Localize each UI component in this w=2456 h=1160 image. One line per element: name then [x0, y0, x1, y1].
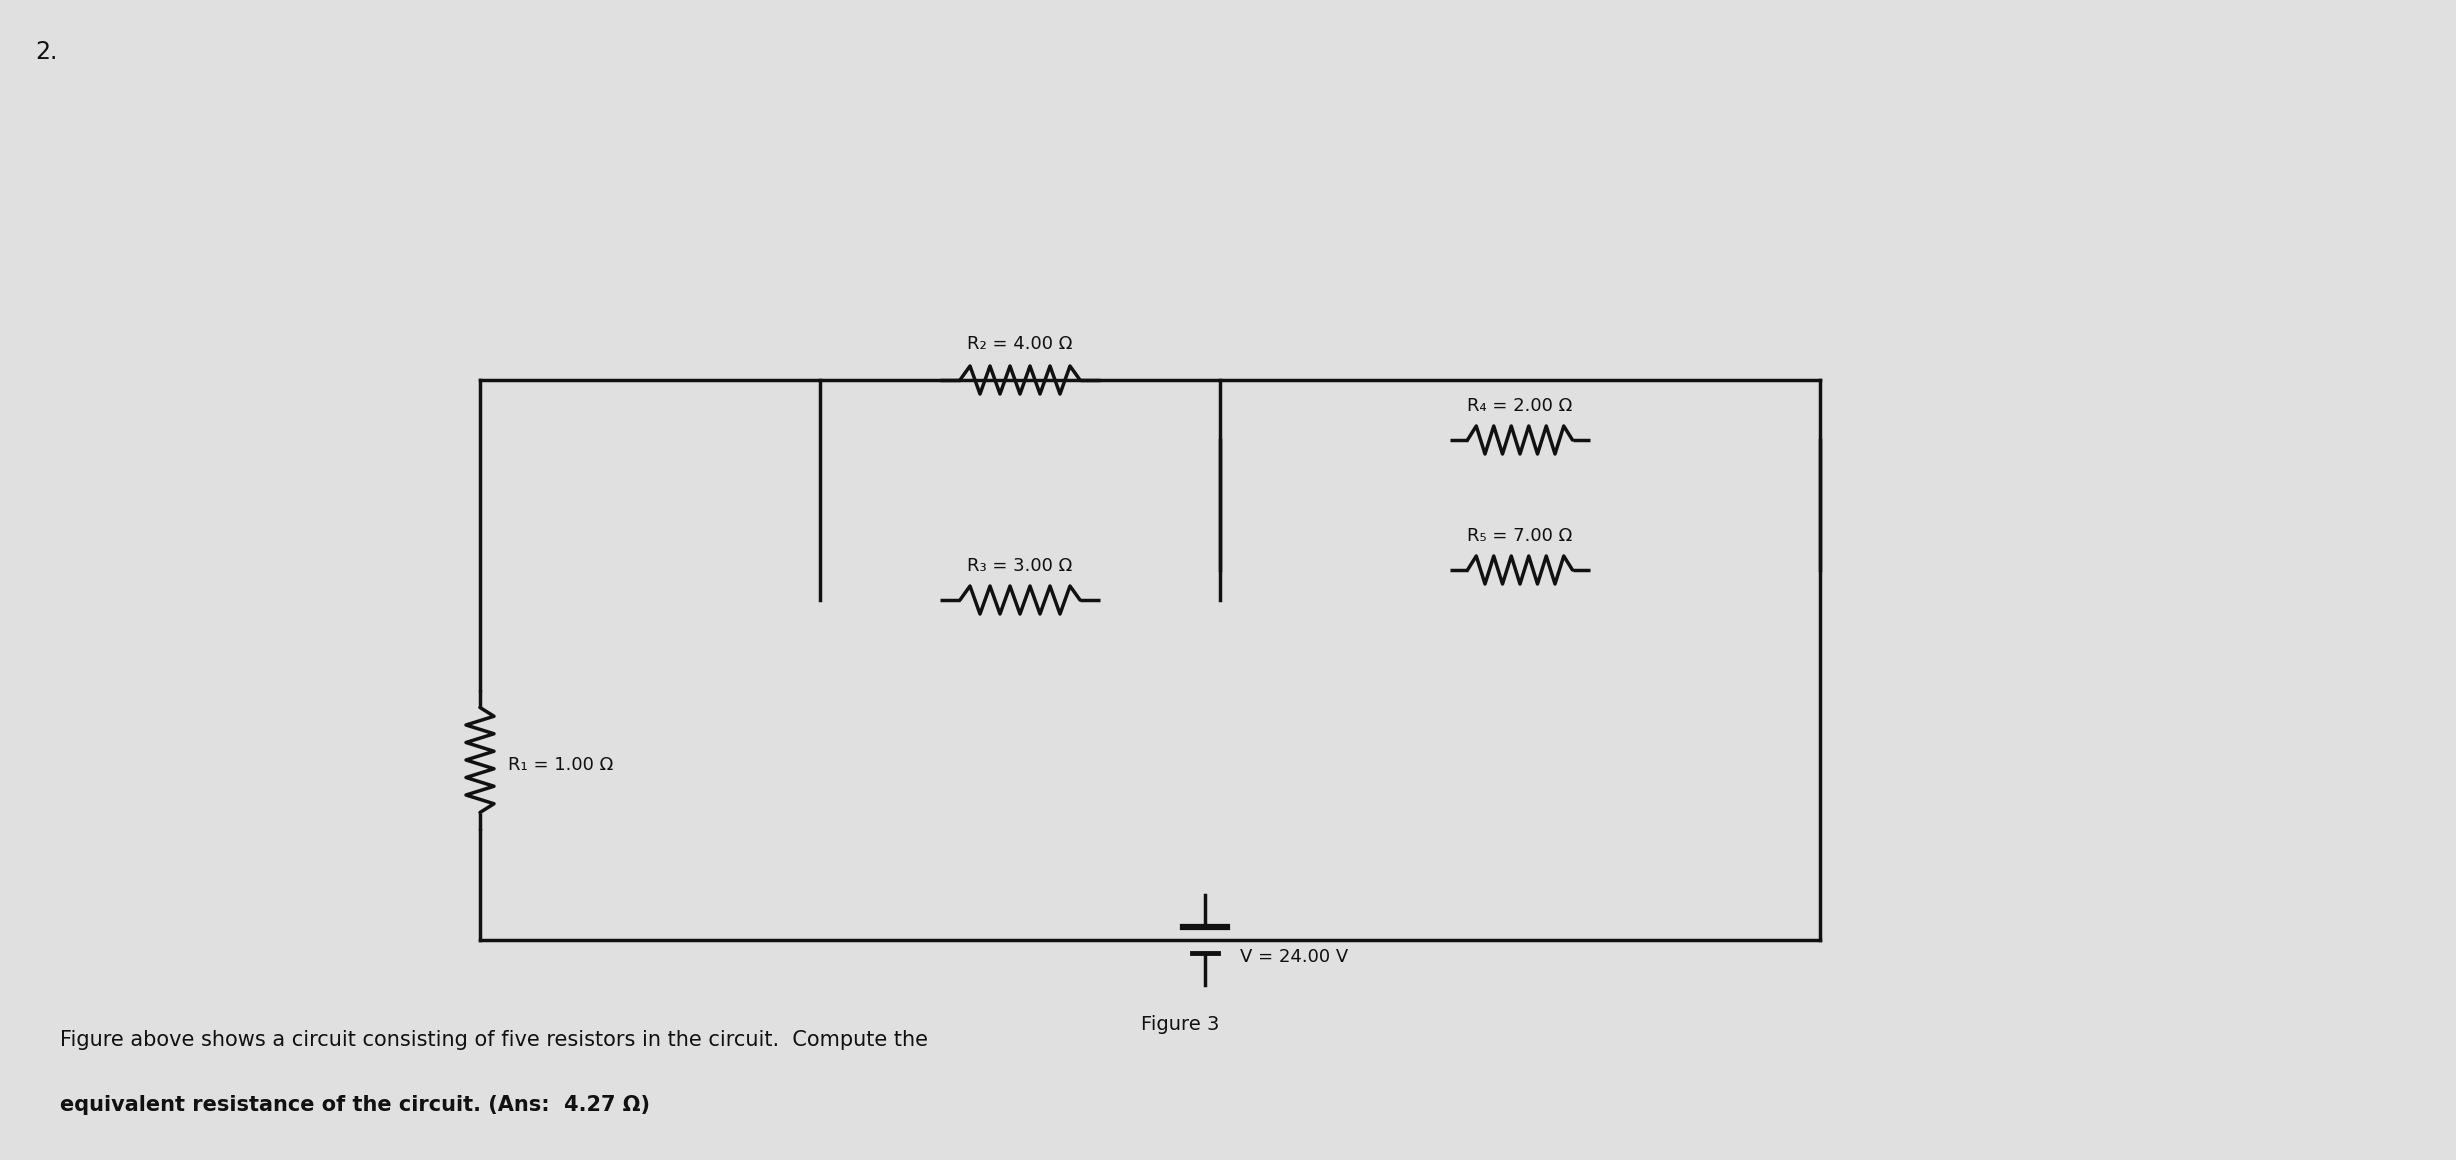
Text: R₁ = 1.00 Ω: R₁ = 1.00 Ω — [508, 756, 614, 774]
Text: R₃ = 3.00 Ω: R₃ = 3.00 Ω — [968, 557, 1073, 575]
Text: R₂ = 4.00 Ω: R₂ = 4.00 Ω — [968, 335, 1073, 353]
Text: Figure 3: Figure 3 — [1142, 1015, 1218, 1034]
Text: Figure above shows a circuit consisting of five resistors in the circuit.  Compu: Figure above shows a circuit consisting … — [59, 1030, 928, 1050]
Text: equivalent resistance of the circuit. (Ans:  4.27 Ω): equivalent resistance of the circuit. (A… — [59, 1095, 651, 1115]
Text: R₅ = 7.00 Ω: R₅ = 7.00 Ω — [1466, 527, 1572, 545]
Text: V = 24.00 V: V = 24.00 V — [1240, 948, 1348, 966]
Text: R₄ = 2.00 Ω: R₄ = 2.00 Ω — [1466, 397, 1572, 415]
Text: 2.: 2. — [34, 39, 56, 64]
